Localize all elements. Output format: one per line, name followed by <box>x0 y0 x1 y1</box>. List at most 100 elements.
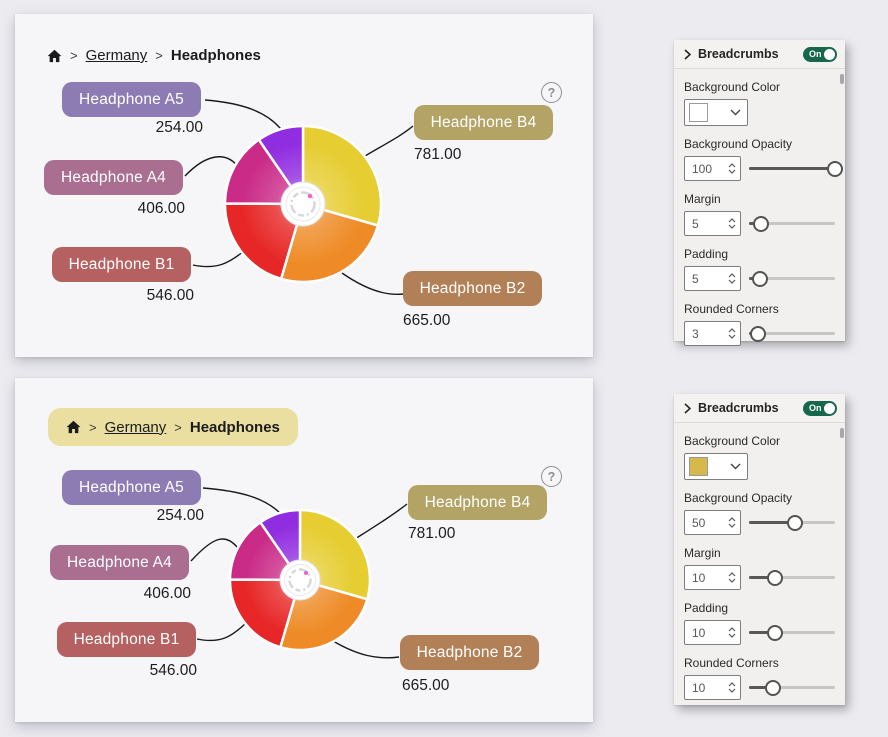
number-stepper[interactable] <box>728 572 736 583</box>
callout-headphone-a4[interactable]: Headphone A4 <box>50 545 189 580</box>
padding-value[interactable] <box>685 625 724 640</box>
color-swatch[interactable] <box>689 457 708 476</box>
stepper-down-icon[interactable] <box>728 169 736 174</box>
home-icon[interactable] <box>47 49 62 63</box>
background-opacity-slider[interactable] <box>749 514 835 531</box>
breadcrumb-link-germany[interactable]: Germany <box>104 418 167 436</box>
rounded-corners-input[interactable] <box>684 321 741 346</box>
stepper-up-icon[interactable] <box>728 572 736 577</box>
field-label: Padding <box>684 601 729 615</box>
slider-knob[interactable] <box>752 270 769 287</box>
background-opacity-slider[interactable] <box>749 160 843 177</box>
drill-up-icon <box>290 191 316 217</box>
stepper-up-icon[interactable] <box>728 517 736 522</box>
callout-value: 254.00 <box>155 119 203 136</box>
slider-track[interactable] <box>749 576 835 579</box>
stepper-up-icon[interactable] <box>728 273 736 278</box>
breadcrumbs-toggle[interactable]: On <box>803 400 837 416</box>
callout-line <box>196 623 246 642</box>
background-opacity-input[interactable] <box>684 156 741 181</box>
stepper-down-icon[interactable] <box>728 633 736 638</box>
margin-input[interactable] <box>684 211 741 236</box>
background-color-dropdown[interactable] <box>684 453 748 480</box>
number-stepper[interactable] <box>728 517 736 528</box>
padding-input[interactable] <box>684 266 741 291</box>
slider-knob[interactable] <box>753 215 770 232</box>
rounded-corners-value[interactable] <box>685 326 724 341</box>
callout-headphone-b1[interactable]: Headphone B1 <box>52 247 191 282</box>
slider-knob[interactable] <box>827 160 843 177</box>
margin-input[interactable] <box>684 565 741 590</box>
padding-slider[interactable] <box>749 270 835 287</box>
home-icon[interactable] <box>66 420 81 434</box>
expand-chevron-icon[interactable] <box>684 48 691 60</box>
breadcrumb-link-germany[interactable]: Germany <box>85 47 148 64</box>
chart-panel-default-breadcrumb: > Germany > Headphones Headphone A5 254.… <box>15 14 593 357</box>
help-icon[interactable]: ? <box>541 466 562 487</box>
help-icon[interactable]: ? <box>541 82 562 103</box>
callout-line <box>204 99 285 134</box>
expand-chevron-icon[interactable] <box>684 402 691 414</box>
number-stepper[interactable] <box>728 218 736 229</box>
number-stepper[interactable] <box>728 328 736 339</box>
drill-up-button[interactable] <box>280 181 326 227</box>
rounded-corners-slider[interactable] <box>749 679 835 696</box>
callout-headphone-b4[interactable]: Headphone B4 <box>414 105 553 140</box>
scrollbar-thumb[interactable] <box>840 74 844 84</box>
padding-input[interactable] <box>684 620 741 645</box>
callout-headphone-b2[interactable]: Headphone B2 <box>400 635 539 670</box>
slider-track[interactable] <box>749 277 835 280</box>
slider-knob[interactable] <box>765 679 782 696</box>
breadcrumb-separator: > <box>70 48 78 63</box>
background-opacity-input[interactable] <box>684 510 741 535</box>
breadcrumbs-settings-panel-default: Breadcrumbs On Background Color Backgrou… <box>674 40 845 346</box>
margin-slider[interactable] <box>749 569 835 586</box>
slider-knob[interactable] <box>787 514 804 531</box>
slider-track[interactable] <box>749 222 835 225</box>
drill-up-button[interactable] <box>279 559 321 601</box>
stepper-down-icon[interactable] <box>728 688 736 693</box>
number-stepper[interactable] <box>728 163 736 174</box>
color-swatch[interactable] <box>689 103 708 122</box>
slider-track[interactable] <box>749 686 835 689</box>
stepper-down-icon[interactable] <box>728 224 736 229</box>
margin-value[interactable] <box>685 570 724 585</box>
number-stepper[interactable] <box>728 273 736 284</box>
background-color-dropdown[interactable] <box>684 99 748 126</box>
slider-knob[interactable] <box>749 325 766 342</box>
callout-headphone-b2[interactable]: Headphone B2 <box>403 271 542 306</box>
background-opacity-value[interactable] <box>685 161 724 176</box>
stepper-down-icon[interactable] <box>728 578 736 583</box>
breadcrumbs-toggle[interactable]: On <box>803 46 837 62</box>
rounded-corners-value[interactable] <box>685 680 724 695</box>
slider-track[interactable] <box>749 631 835 634</box>
stepper-up-icon[interactable] <box>728 218 736 223</box>
margin-value[interactable] <box>685 216 724 231</box>
background-opacity-value[interactable] <box>685 515 724 530</box>
callout-headphone-a4[interactable]: Headphone A4 <box>44 160 183 195</box>
slider-knob[interactable] <box>766 624 783 641</box>
number-stepper[interactable] <box>728 682 736 693</box>
padding-value[interactable] <box>685 271 724 286</box>
rounded-corners-slider[interactable] <box>749 325 835 342</box>
stepper-up-icon[interactable] <box>728 163 736 168</box>
margin-slider[interactable] <box>749 215 835 232</box>
callout-headphone-b4[interactable]: Headphone B4 <box>408 485 547 520</box>
stepper-down-icon[interactable] <box>728 279 736 284</box>
field-label: Background Opacity <box>684 137 793 151</box>
scrollbar-thumb[interactable] <box>840 428 844 438</box>
stepper-up-icon[interactable] <box>728 627 736 632</box>
callout-headphone-b1[interactable]: Headphone B1 <box>57 622 196 657</box>
stepper-down-icon[interactable] <box>728 523 736 528</box>
stepper-up-icon[interactable] <box>728 328 736 333</box>
callout-headphone-a5[interactable]: Headphone A5 <box>62 470 201 505</box>
stepper-down-icon[interactable] <box>728 334 736 339</box>
callout-headphone-a5[interactable]: Headphone A5 <box>62 82 201 117</box>
slider-track[interactable] <box>749 332 835 335</box>
number-stepper[interactable] <box>728 627 736 638</box>
slider-knob[interactable] <box>766 569 783 586</box>
settings-header: Breadcrumbs On <box>674 40 845 69</box>
rounded-corners-input[interactable] <box>684 675 741 700</box>
padding-slider[interactable] <box>749 624 835 641</box>
stepper-up-icon[interactable] <box>728 682 736 687</box>
